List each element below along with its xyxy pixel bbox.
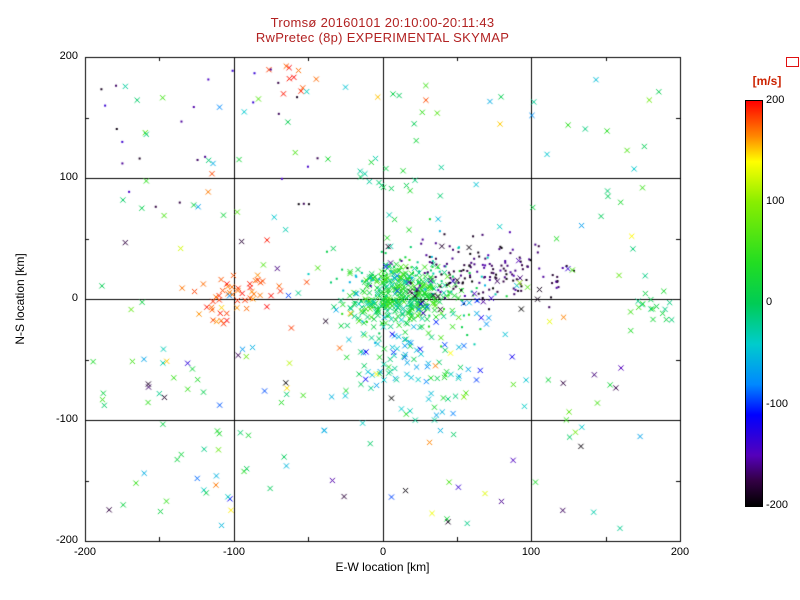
colorbar-tick-label: 0 <box>766 296 773 308</box>
colorbar-tick-label: -200 <box>766 499 789 511</box>
y-tick-label: 0 <box>71 292 78 304</box>
colorbar-gradient <box>745 100 763 507</box>
plot-subtitle: RwPretec (8p) EXPERIMENTAL SKYMAP <box>255 30 510 45</box>
x-tick-label: 200 <box>670 546 690 558</box>
y-axis-label: N-S location [km] <box>13 253 27 345</box>
plot-title: Tromsø 20160101 20:10:00-20:11:43 <box>270 15 495 30</box>
y-tick-label: -100 <box>55 413 78 425</box>
colorbar-tick-label: 200 <box>766 94 785 106</box>
colorbar-units-label: [m/s] <box>752 74 782 88</box>
x-tick-label: -100 <box>222 546 246 558</box>
y-tick-label: 200 <box>59 50 78 62</box>
y-tick-label: 100 <box>59 171 78 183</box>
x-tick-label: -200 <box>73 546 97 558</box>
corner-marker <box>786 57 799 67</box>
colorbar-tick-label: 100 <box>766 195 785 207</box>
x-axis-label: E-W location [km] <box>335 560 430 574</box>
x-tick-label: 0 <box>379 546 387 558</box>
colorbar-tick-label: -100 <box>766 398 789 410</box>
x-tick-label: 100 <box>521 546 541 558</box>
y-tick-label: -200 <box>55 534 78 546</box>
